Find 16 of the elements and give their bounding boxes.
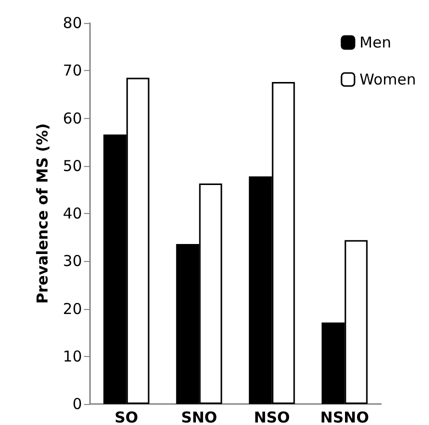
x-tick-label: SO xyxy=(114,408,138,425)
y-tick-label: 10 xyxy=(62,347,82,366)
legend-label: Men xyxy=(360,34,392,52)
y-tick-label: 30 xyxy=(62,252,82,270)
y-tick-label: 50 xyxy=(62,156,82,175)
x-tick-label: NSNO xyxy=(320,408,369,425)
y-tick-label: 0 xyxy=(72,395,82,413)
x-tick-label: SNO xyxy=(181,408,218,425)
y-tick-label: 70 xyxy=(62,62,82,80)
y-tick-label: 20 xyxy=(62,300,82,318)
x-tick-label: NSO xyxy=(254,408,290,425)
y-axis-title: Prevalence of MS (%) xyxy=(34,123,52,304)
y-tick-label: 80 xyxy=(62,14,82,32)
y-tick-label: 40 xyxy=(62,204,82,222)
y-tick-label: 60 xyxy=(62,109,82,128)
legend-label: Women xyxy=(360,70,416,88)
